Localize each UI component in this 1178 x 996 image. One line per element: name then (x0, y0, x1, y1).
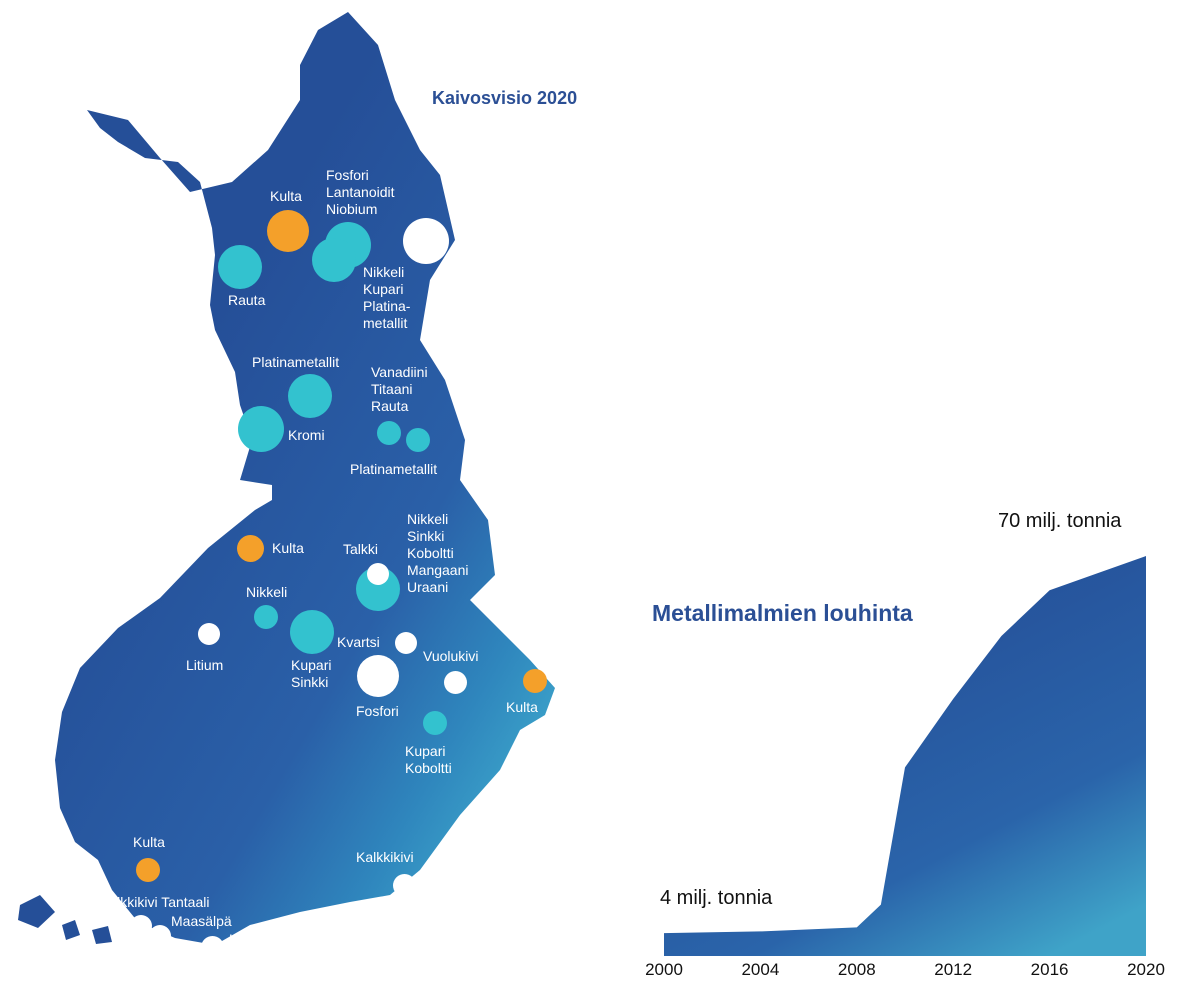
label-vuolukivi: Vuolukivi (423, 648, 479, 664)
deposit-dot-talkki (367, 563, 389, 585)
finland-map (18, 12, 555, 945)
label-line: Nikkeli (363, 264, 405, 280)
label-vanadiini-group: Vanadiini Titaani Rauta (371, 364, 428, 415)
label-platinametallit-2: Platinametallit (350, 461, 438, 477)
deposit-dot-fosfori-south (357, 655, 399, 697)
deposit-dot-kalkkikivi-sw (130, 915, 152, 937)
label-kulta-south: Kulta (133, 834, 165, 850)
deposit-dot-kalkkikivi-south (201, 936, 224, 959)
label-fosfori-south: Fosfori (356, 703, 399, 719)
chart-title: Metallimalmien louhinta (652, 600, 913, 626)
annotation-end: 70 milj. tonnia (998, 510, 1122, 532)
deposit-dot-kvartsi (395, 632, 417, 654)
label-kalkkikivi-south: Kalkkikivi (229, 931, 287, 947)
label-kulta-east: Kulta (506, 699, 538, 715)
label-rauta-north: Rauta (228, 292, 266, 308)
label-talkki: Talkki (343, 541, 379, 557)
label-line: Koboltti (405, 760, 452, 776)
deposit-dot-tantaali (149, 925, 171, 947)
deposit-dot-platinametallit-1 (288, 374, 332, 418)
label-line: Koboltti (407, 545, 454, 561)
deposit-dot-vanadiini (377, 421, 401, 445)
label-line: Kupari (405, 743, 446, 759)
deposit-dot-platinametallit-2 (406, 428, 430, 452)
label-line: metallit (363, 315, 408, 331)
label-line: Uraani (407, 579, 449, 595)
deposit-dot-kupari-koboltti (423, 711, 447, 735)
deposit-dot-kupari-sinkki (290, 610, 334, 654)
label-line: Rauta (371, 398, 409, 414)
finland-landmass (55, 12, 555, 945)
label-fosfori-group: Fosfori Lantanoidit Niobium (326, 167, 395, 218)
deposit-dot-kulta-south (136, 858, 160, 882)
label-line: Lantanoidit (326, 184, 395, 200)
label-line: Sinkki (407, 528, 445, 544)
map-title: Kaivosvisio 2020 (432, 88, 578, 108)
aland-islands (18, 895, 55, 928)
label-line: Mangaani (407, 562, 469, 578)
x-tick-label: 2004 (741, 960, 780, 979)
x-tick-label: 2016 (1030, 960, 1069, 979)
x-tick-label: 2000 (645, 960, 683, 979)
label-line: Niobium (326, 201, 378, 217)
production-chart (664, 556, 1146, 956)
label-kromi: Kromi (288, 427, 325, 443)
deposit-dot-kulta-east (523, 669, 547, 693)
label-kulta-north: Kulta (270, 188, 302, 204)
deposit-dot-nikkeli-mid (254, 605, 278, 629)
label-line: Nikkeli (407, 511, 449, 527)
label-line: Platina- (363, 298, 411, 314)
label-maasalpa: Maasälpä (171, 913, 232, 929)
area-series (664, 556, 1146, 956)
label-nikkeli-group-north: Nikkeli Kupari Platina- metallit (363, 264, 410, 332)
deposit-dot-rauta-north (218, 245, 262, 289)
label-line: Vanadiini (371, 364, 428, 380)
x-tick-label: 2008 (837, 960, 876, 979)
annotation-start: 4 milj. tonnia (660, 887, 773, 909)
label-line: Sinkki (291, 674, 329, 690)
archipelago-2 (92, 926, 112, 944)
deposit-dot-fosfori-group-b (312, 238, 356, 282)
label-kupari-sinkki: Kupari Sinkki (291, 657, 331, 691)
label-line: Fosfori (326, 167, 369, 183)
label-line: Titaani (371, 381, 413, 397)
deposit-dot-litium (198, 623, 220, 645)
label-kalkkikivi-east: Kalkkikivi (356, 849, 414, 865)
label-litium: Litium (186, 657, 224, 673)
deposit-dot-kalkkikivi-east (393, 874, 416, 897)
label-kupari-koboltti: Kupari Koboltti (405, 743, 452, 777)
x-tick-label: 2020 (1127, 960, 1165, 979)
label-line: Kupari (291, 657, 332, 673)
deposit-dot-kulta-mid (237, 535, 264, 562)
label-nikkeli-group-mid: Nikkeli Sinkki Koboltti Mangaani Uraani (407, 511, 469, 596)
deposit-dot-kromi (238, 406, 284, 452)
x-tick-label: 2012 (934, 960, 973, 979)
deposit-dot-nikkeli-north (403, 218, 449, 264)
label-line: Kupari (363, 281, 404, 297)
archipelago-1 (62, 920, 80, 940)
label-kulta-mid: Kulta (272, 540, 304, 556)
label-kvartsi: Kvartsi (337, 634, 380, 650)
deposit-dot-kulta-north (267, 210, 309, 252)
label-kalkkikivi-tantaali: Kalkkikivi Tantaali (100, 894, 210, 910)
label-nikkeli-mid: Nikkeli (246, 584, 288, 600)
label-platinametallit-1: Platinametallit (252, 354, 340, 370)
deposit-dot-vuolukivi (444, 671, 467, 694)
